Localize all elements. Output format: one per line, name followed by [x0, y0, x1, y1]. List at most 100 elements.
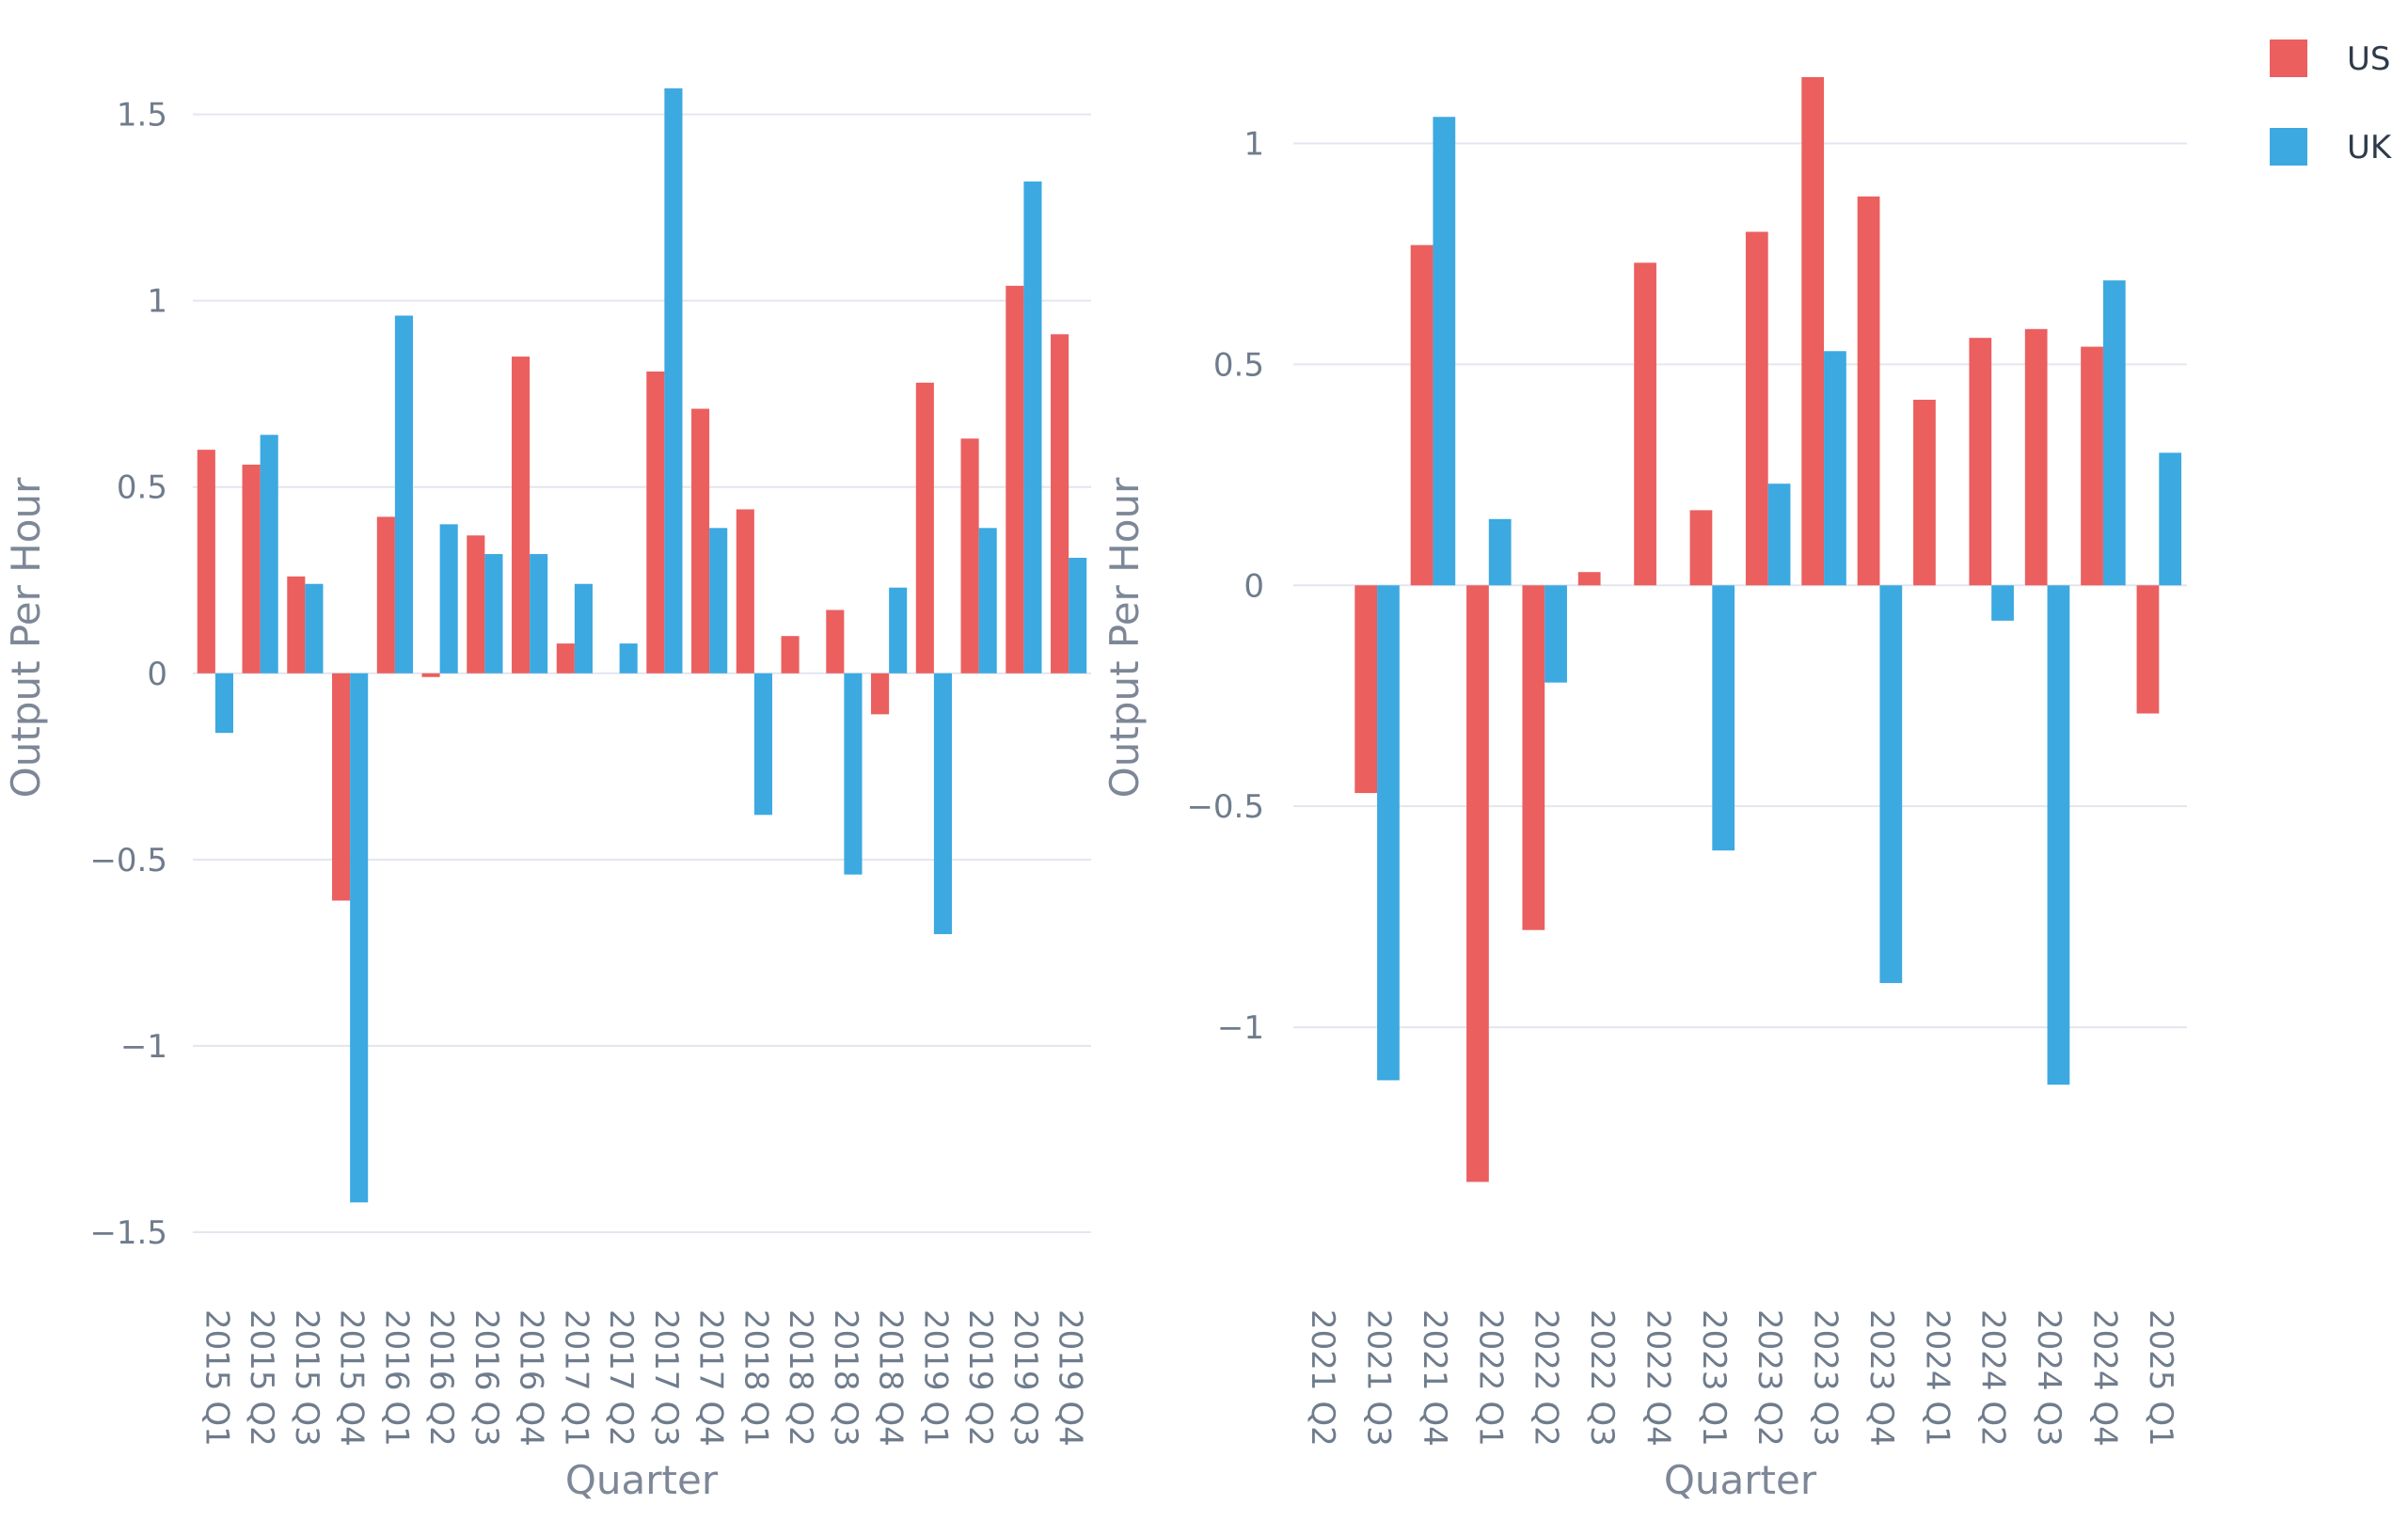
x-tick-label: 2016 Q2: [422, 1309, 460, 1447]
bar-uk: [1545, 585, 1567, 683]
bar-uk: [1023, 181, 1042, 673]
series-us: [197, 285, 1069, 901]
bar-uk: [1824, 351, 1846, 586]
x-tick-label: 2018 Q1: [737, 1309, 774, 1447]
x-tick-label: 2024 Q3: [2030, 1309, 2067, 1447]
bar-us: [1051, 334, 1069, 673]
x-tick-label: 2016 Q1: [377, 1309, 415, 1447]
y-axis-title: Output Per Hour: [1101, 477, 1148, 798]
bar-us: [736, 509, 754, 673]
x-tick-label: 2022 Q1: [1471, 1309, 1509, 1447]
bar-us: [1354, 585, 1378, 794]
x-tick-label: 2021 Q3: [1360, 1309, 1398, 1447]
x-tick-label: 2018 Q4: [872, 1309, 910, 1447]
bar-uk: [2047, 585, 2070, 1085]
x-tick-label: 2015 Q1: [198, 1309, 235, 1447]
x-tick-label: 2019 Q4: [1052, 1309, 1089, 1447]
x-tick-label: 2017 Q3: [647, 1309, 685, 1447]
y-tick-label: 1.5: [117, 97, 167, 135]
x-tick-label: 2017 Q1: [557, 1309, 594, 1447]
legend-swatch: [2270, 128, 2307, 166]
x-tick-label: 2024 Q4: [2085, 1309, 2123, 1447]
chart-panels: 1.5 1 0.5 0 −0.5 −1 −1.5 2015 Q1 2015 Q2 2015 Q3 2…: [3, 77, 2187, 1503]
bar-uk: [1488, 518, 1512, 586]
bar-us: [1522, 585, 1545, 930]
bar-uk: [619, 643, 638, 673]
bar-us: [1969, 338, 1992, 586]
bar-uk: [1767, 483, 1791, 586]
bar-uk: [1879, 585, 1903, 984]
x-tick-label: 2021 Q2: [1304, 1309, 1341, 1447]
bar-uk: [889, 587, 908, 673]
bar-uk: [1991, 585, 2014, 621]
y-tick-label: −1.5: [89, 1214, 167, 1252]
y-tick-label: 1: [1244, 125, 1264, 163]
x-tick-label: 2017 Q2: [602, 1309, 640, 1447]
bar-uk: [709, 528, 728, 673]
bar-us: [242, 464, 261, 673]
bar-us: [915, 382, 934, 673]
bar-us: [2081, 346, 2103, 586]
y-tick-label: −0.5: [89, 842, 167, 879]
bar-us: [376, 516, 395, 673]
bar-uk: [1433, 117, 1456, 586]
bar-uk: [574, 583, 593, 673]
legend-swatch: [2270, 40, 2307, 77]
legend-item-uk: UK: [2270, 128, 2393, 166]
bar-uk: [439, 524, 458, 673]
bar-us: [871, 673, 890, 715]
chart-panel-1: 1.5 1 0.5 0 −0.5 −1 −1.5 2015 Q1 2015 Q2 2015 Q3 2…: [3, 87, 1091, 1503]
bar-uk: [844, 673, 863, 875]
y-tick-label: −0.5: [1186, 788, 1264, 826]
x-tick-label: 2022 Q2: [1528, 1309, 1565, 1447]
y-axis-title: Output Per Hour: [3, 477, 49, 798]
bar-us: [781, 636, 800, 673]
x-tick-label: 2016 Q3: [467, 1309, 505, 1447]
x-tick-label: 2018 Q2: [782, 1309, 819, 1447]
bar-us: [1006, 285, 1024, 673]
bar-uk: [1377, 585, 1400, 1081]
x-tick-label: 2019 Q2: [961, 1309, 999, 1447]
bar-us: [646, 371, 665, 673]
x-tick-label: 2018 Q3: [827, 1309, 864, 1447]
x-tick-label: 2023 Q3: [1807, 1309, 1845, 1447]
y-tick-label: 1: [147, 283, 167, 321]
bar-us: [960, 438, 979, 673]
bar-uk: [978, 528, 997, 673]
bar-us: [2024, 328, 2048, 586]
bar-us: [1634, 262, 1656, 586]
series-uk: [214, 87, 1087, 1203]
bar-uk: [933, 673, 952, 935]
y-tick-label: −1: [120, 1028, 167, 1066]
bar-uk: [214, 673, 233, 734]
x-tick-label: 2023 Q4: [1862, 1309, 1900, 1447]
bar-us: [1801, 77, 1825, 586]
bar-uk: [1712, 585, 1735, 851]
x-axis-title: Quarter: [565, 1457, 719, 1503]
bar-us: [197, 450, 215, 673]
bar-us: [287, 576, 306, 673]
bar-uk: [2102, 280, 2126, 586]
y-tick-label: 0: [147, 656, 167, 693]
x-tick-label: 2025 Q1: [2142, 1309, 2179, 1447]
bar-uk: [753, 673, 772, 816]
bar-us: [332, 673, 351, 901]
legend-item-us: US: [2270, 40, 2390, 78]
bar-us: [1577, 572, 1601, 586]
x-tick-label: 2015 Q2: [243, 1309, 280, 1447]
bar-uk: [664, 87, 683, 673]
bar-uk: [530, 554, 548, 673]
x-tick-label: 2015 Q3: [288, 1309, 325, 1447]
x-tick-label: 2019 Q1: [916, 1309, 954, 1447]
y-tick-label: −1: [1217, 1009, 1264, 1047]
bar-uk: [260, 435, 278, 673]
x-axis-title: Quarter: [1664, 1457, 1817, 1503]
series-uk: [1377, 117, 2182, 1085]
bar-uk: [350, 673, 369, 1203]
bar-uk: [394, 315, 413, 673]
y-tick-label: 0.5: [117, 469, 167, 507]
x-tick-label: 2023 Q2: [1751, 1309, 1788, 1447]
y-tick-label: 0: [1244, 567, 1264, 605]
bar-us: [512, 356, 531, 673]
